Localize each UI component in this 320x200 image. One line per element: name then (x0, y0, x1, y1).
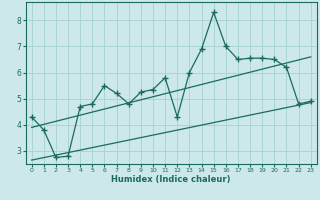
X-axis label: Humidex (Indice chaleur): Humidex (Indice chaleur) (111, 175, 231, 184)
